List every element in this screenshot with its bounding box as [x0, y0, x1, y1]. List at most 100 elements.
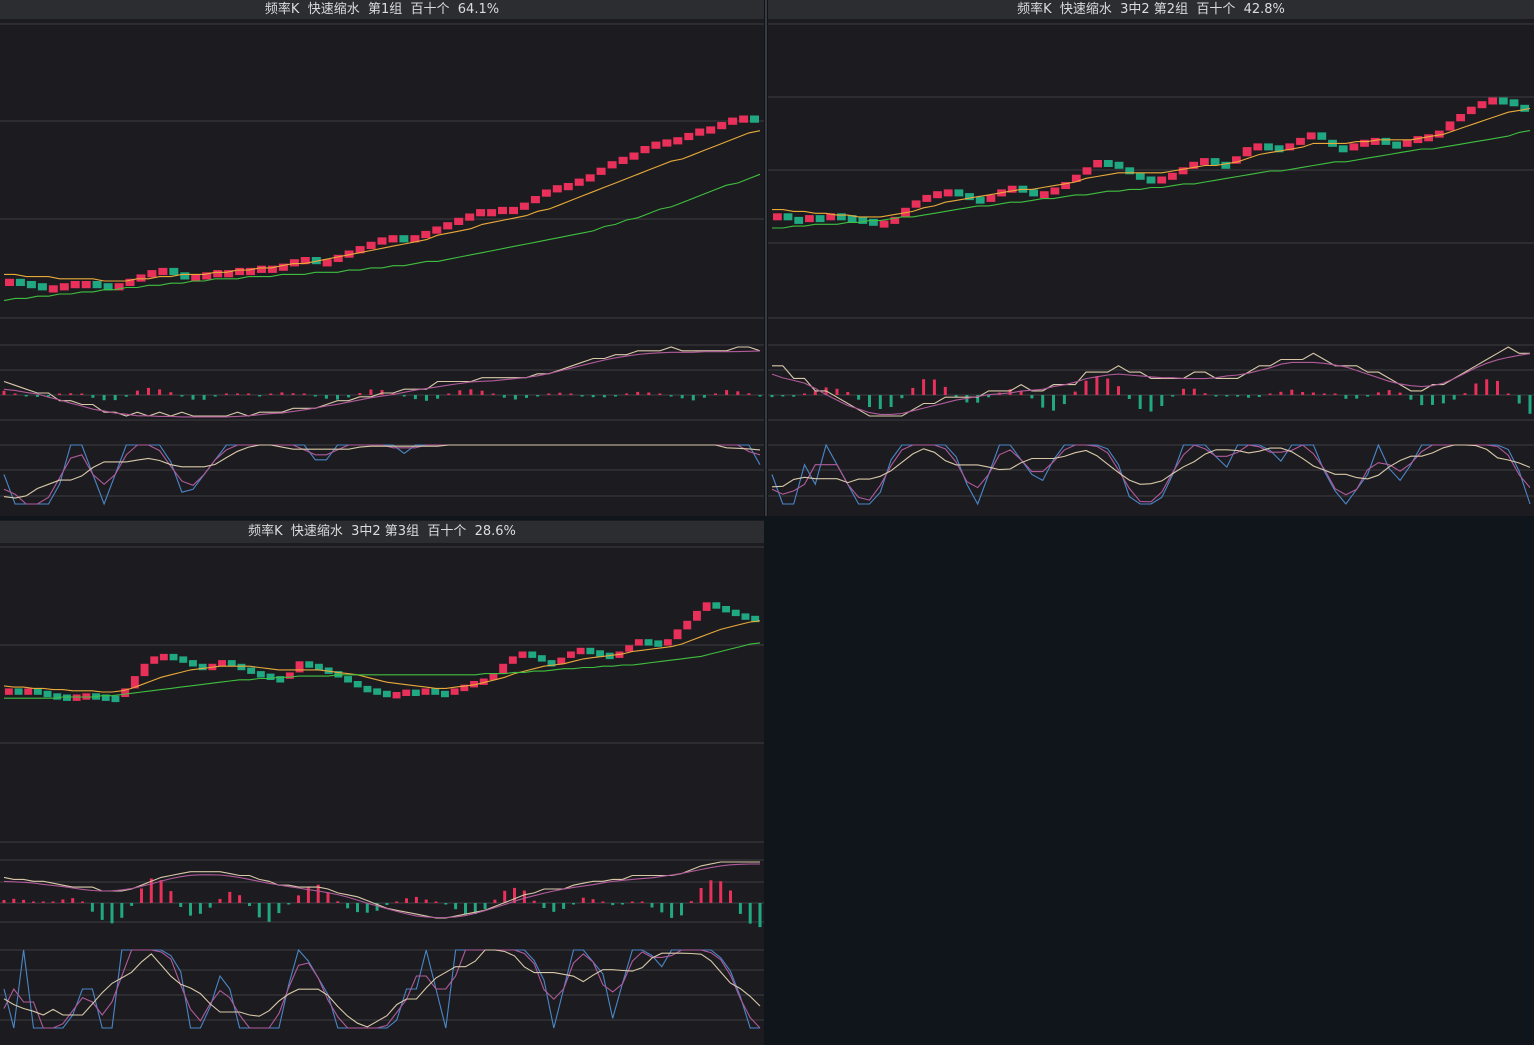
candlestick-chart — [0, 23, 764, 506]
candle — [1039, 191, 1049, 199]
candle — [136, 274, 146, 282]
macd-bar — [857, 395, 861, 400]
candle — [563, 183, 573, 191]
candle — [508, 656, 517, 664]
candle — [530, 196, 540, 204]
macd-bar — [1008, 389, 1012, 395]
candle — [498, 206, 507, 215]
macd-bar — [691, 395, 695, 401]
candle — [596, 650, 604, 657]
candle — [333, 254, 343, 262]
candle — [169, 653, 178, 661]
candle — [373, 688, 382, 695]
candle — [402, 689, 411, 696]
candle — [794, 216, 804, 224]
candle — [805, 215, 814, 223]
macd-bar — [464, 903, 467, 915]
macd-bar — [1452, 395, 1456, 400]
macd-bar — [1301, 392, 1305, 395]
candle — [574, 178, 584, 186]
candle — [147, 270, 157, 278]
candle — [1189, 161, 1199, 169]
candle — [443, 222, 453, 230]
macd-bar — [140, 888, 143, 903]
candle — [890, 216, 900, 224]
macd-bar — [552, 903, 556, 912]
macd-bar — [248, 903, 251, 906]
candle — [1114, 161, 1124, 169]
macd-bar — [630, 901, 634, 903]
candle — [1200, 158, 1209, 166]
macd-bar — [1171, 395, 1175, 397]
candle — [70, 281, 80, 289]
candle — [1071, 174, 1081, 182]
macd-bar — [1463, 393, 1467, 395]
candle — [158, 267, 168, 276]
panel-title: 频率K 快速缩水 第1组 百十个 64.1% — [0, 0, 764, 19]
macd-dif-line — [3, 346, 761, 417]
candle — [858, 216, 868, 224]
macd-bar — [502, 395, 506, 398]
macd-bar — [191, 395, 195, 400]
candle — [72, 694, 81, 701]
macd-bar — [558, 392, 562, 395]
candle — [673, 137, 683, 145]
candle — [1082, 167, 1092, 175]
candle — [585, 174, 595, 182]
candle — [489, 673, 498, 680]
candle — [576, 647, 585, 655]
macd-bar — [1311, 392, 1315, 395]
macd-bar — [542, 903, 546, 908]
candle — [465, 213, 475, 221]
macd-bar — [480, 390, 484, 395]
candle — [392, 692, 401, 699]
candle — [1264, 143, 1273, 151]
candle — [702, 602, 711, 611]
candle — [695, 128, 705, 136]
candle — [315, 663, 323, 671]
kdj-k-line — [3, 444, 761, 499]
macd-bar — [369, 389, 373, 395]
macd-bar — [1474, 383, 1478, 395]
macd-bar — [911, 387, 915, 395]
macd-bar — [81, 901, 84, 903]
candle — [741, 613, 750, 620]
candle — [24, 688, 33, 695]
macd-bar — [611, 903, 615, 906]
macd-bar — [878, 395, 882, 409]
candle — [712, 602, 721, 609]
macd-bar — [1019, 390, 1023, 395]
candle — [237, 663, 246, 671]
macd-bar — [658, 393, 662, 395]
macd-bar — [391, 392, 395, 395]
macd-bar — [247, 393, 251, 395]
macd-bar — [650, 903, 654, 908]
candle — [377, 237, 387, 245]
candle — [519, 202, 529, 210]
candle — [717, 122, 727, 130]
macd-bar — [1203, 393, 1207, 395]
candle — [596, 167, 606, 175]
macd-bar — [277, 903, 281, 914]
macd-bar — [647, 392, 651, 395]
candle — [14, 688, 23, 695]
candle — [986, 194, 996, 202]
candle — [1456, 114, 1465, 122]
macd-bar — [532, 900, 536, 903]
macd-bar — [758, 395, 762, 397]
candle — [1125, 167, 1135, 175]
macd-bar — [169, 891, 173, 903]
candle — [169, 267, 179, 276]
candle — [1488, 97, 1498, 105]
macd-bar — [113, 395, 117, 401]
macd-bar — [932, 379, 936, 395]
macd-bar — [198, 903, 202, 914]
panel-divider — [765, 0, 767, 516]
macd-bar — [976, 395, 980, 403]
macd-bar — [1073, 391, 1077, 395]
macd-bar — [267, 903, 271, 922]
candle — [198, 663, 207, 671]
macd-bar — [569, 393, 573, 395]
candle — [295, 661, 304, 673]
macd-bar — [572, 903, 575, 905]
